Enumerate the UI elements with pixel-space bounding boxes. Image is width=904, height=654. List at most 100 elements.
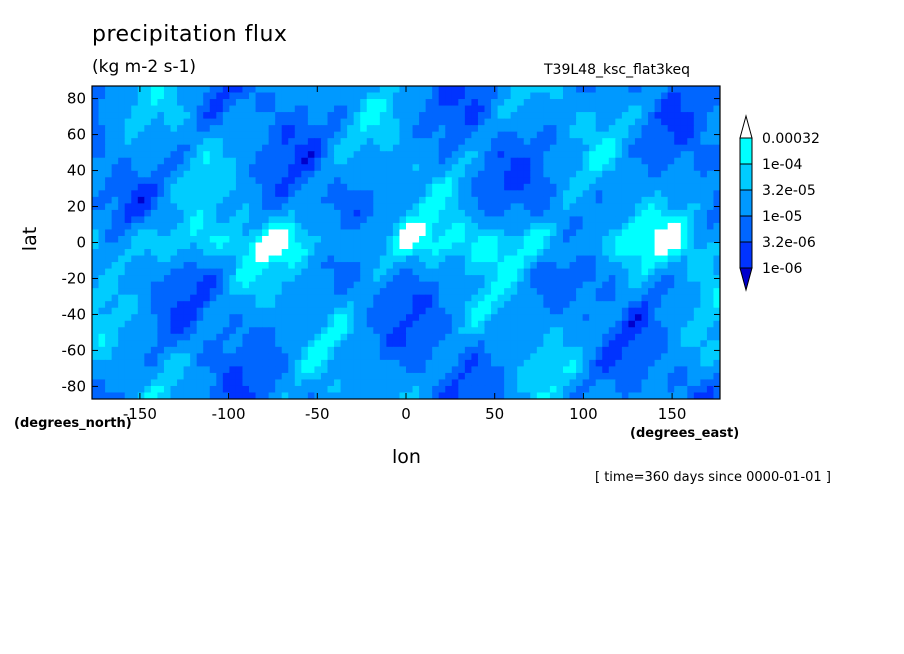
field-cell xyxy=(667,333,675,341)
field-cell xyxy=(386,92,394,100)
field-cell xyxy=(497,307,505,315)
field-cell xyxy=(118,268,126,276)
field-cell xyxy=(111,105,119,113)
field-cell xyxy=(334,86,342,94)
field-cell xyxy=(170,144,178,152)
field-cell xyxy=(680,157,688,165)
field-cell xyxy=(255,301,263,309)
field-cell xyxy=(432,346,440,354)
field-cell xyxy=(661,301,669,309)
field-cell xyxy=(144,288,152,296)
field-cell xyxy=(445,353,453,361)
field-cell xyxy=(235,151,244,159)
field-cell xyxy=(648,385,656,394)
field-cell xyxy=(229,86,237,94)
field-cell xyxy=(137,151,145,159)
field-cell xyxy=(105,372,113,381)
field-cell xyxy=(111,385,119,394)
field-cell xyxy=(353,385,361,394)
field-cell xyxy=(216,327,224,335)
field-cell xyxy=(170,307,178,315)
field-cell xyxy=(621,177,630,185)
field-cell xyxy=(523,249,531,257)
field-cell xyxy=(634,379,643,387)
field-cell xyxy=(334,229,342,237)
field-cell xyxy=(706,249,715,257)
field-cell xyxy=(294,262,302,270)
field-cell xyxy=(255,222,263,231)
field-cell xyxy=(693,385,701,394)
field-cell xyxy=(320,281,329,289)
field-cell xyxy=(249,314,257,322)
field-cell xyxy=(131,320,139,328)
field-cell xyxy=(582,288,590,296)
field-cell xyxy=(111,294,119,302)
field-cell xyxy=(242,314,250,322)
field-cell xyxy=(445,314,453,322)
field-cell xyxy=(268,249,276,257)
field-cell xyxy=(170,86,178,94)
field-cell xyxy=(445,183,453,191)
field-cell xyxy=(549,340,558,348)
field-cell xyxy=(543,209,551,218)
field-cell xyxy=(477,151,486,159)
field-cell xyxy=(419,262,427,270)
field-cell xyxy=(366,268,374,276)
field-cell xyxy=(425,242,433,250)
field-cell xyxy=(340,385,348,394)
field-cell xyxy=(327,366,335,374)
field-cell xyxy=(281,366,289,374)
field-cell xyxy=(307,92,316,100)
field-cell xyxy=(379,333,387,341)
field-cell xyxy=(687,216,695,224)
field-cell xyxy=(157,262,165,270)
field-cell xyxy=(118,151,126,159)
field-cell xyxy=(203,157,211,165)
field-cell xyxy=(92,235,100,244)
field-cell xyxy=(477,366,486,374)
field-cell xyxy=(706,183,715,191)
field-cell xyxy=(392,190,401,198)
field-cell xyxy=(255,333,263,341)
field-cell xyxy=(654,294,662,302)
field-cell xyxy=(595,294,603,302)
field-cell xyxy=(674,183,682,191)
field-cell xyxy=(327,235,335,244)
field-cell xyxy=(523,170,531,178)
field-cell xyxy=(477,255,486,263)
field-cell xyxy=(392,196,401,204)
field-cell xyxy=(582,372,590,381)
field-cell xyxy=(131,372,139,381)
field-cell xyxy=(249,353,257,361)
field-cell xyxy=(648,255,656,263)
field-cell xyxy=(111,340,119,348)
field-cell xyxy=(360,255,368,263)
field-cell xyxy=(144,203,152,211)
field-cell xyxy=(661,112,669,120)
field-cell xyxy=(275,281,283,289)
field-cell xyxy=(399,301,407,309)
field-cell xyxy=(353,294,361,302)
field-cell xyxy=(556,333,564,341)
field-cell xyxy=(589,157,597,165)
field-cell xyxy=(379,190,387,198)
field-cell xyxy=(399,125,407,133)
field-cell xyxy=(634,320,643,328)
field-cell xyxy=(216,216,224,224)
field-cell xyxy=(713,144,720,152)
field-cell xyxy=(222,249,230,257)
field-cell xyxy=(262,131,270,139)
field-cell xyxy=(340,112,348,120)
field-cell xyxy=(360,314,368,322)
field-cell xyxy=(196,314,204,322)
field-cell xyxy=(543,301,551,309)
field-cell xyxy=(399,118,407,126)
field-cell xyxy=(713,196,720,204)
field-cell xyxy=(445,346,453,354)
field-cell xyxy=(229,118,237,126)
field-cell xyxy=(556,392,564,399)
field-cell xyxy=(163,183,172,191)
field-cell xyxy=(615,105,623,113)
field-cell xyxy=(320,249,329,257)
field-cell xyxy=(569,346,577,354)
